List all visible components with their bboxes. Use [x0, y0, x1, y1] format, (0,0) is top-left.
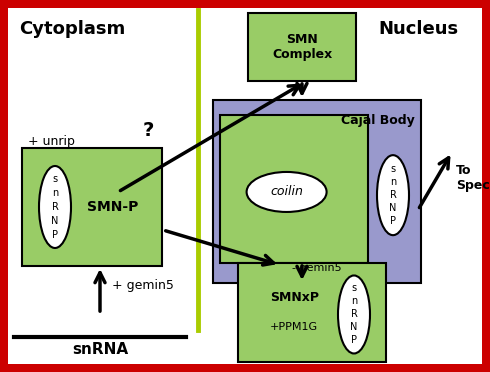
- Text: N: N: [350, 323, 358, 333]
- Text: s: s: [351, 283, 357, 294]
- Text: s: s: [391, 164, 395, 174]
- Text: + gemin5: + gemin5: [112, 279, 174, 292]
- Text: R: R: [51, 202, 58, 212]
- Bar: [22, 148, 162, 266]
- Text: SMNxP: SMNxP: [270, 291, 318, 304]
- Bar: [238, 263, 386, 362]
- Bar: [248, 13, 356, 81]
- Text: Nucleus: Nucleus: [378, 20, 458, 38]
- Bar: [213, 100, 421, 283]
- Text: To
Speckles: To Speckles: [456, 164, 490, 192]
- Text: N: N: [390, 203, 397, 213]
- Text: P: P: [390, 216, 396, 226]
- Ellipse shape: [377, 155, 409, 235]
- Text: N: N: [51, 216, 59, 226]
- Text: s: s: [52, 174, 57, 184]
- Text: Cajal Body: Cajal Body: [341, 114, 415, 127]
- Text: coilin: coilin: [270, 186, 303, 198]
- Text: R: R: [390, 190, 396, 200]
- Text: SMN
Complex: SMN Complex: [272, 33, 332, 61]
- Ellipse shape: [246, 172, 327, 212]
- Text: R: R: [350, 310, 357, 320]
- Ellipse shape: [338, 276, 370, 353]
- Text: P: P: [351, 336, 357, 346]
- Text: P: P: [52, 230, 58, 240]
- Text: n: n: [52, 188, 58, 198]
- Text: n: n: [351, 296, 357, 307]
- Text: - gemin5: - gemin5: [292, 263, 342, 273]
- Ellipse shape: [39, 166, 71, 248]
- Text: +PPM1G: +PPM1G: [270, 323, 318, 332]
- Text: n: n: [390, 177, 396, 187]
- Text: SMN-P: SMN-P: [87, 200, 139, 214]
- Text: ?: ?: [142, 121, 154, 140]
- Text: Cytoplasm: Cytoplasm: [19, 20, 125, 38]
- Bar: [220, 115, 368, 263]
- Text: + unrip: + unrip: [28, 135, 75, 148]
- Text: snRNA: snRNA: [72, 342, 128, 357]
